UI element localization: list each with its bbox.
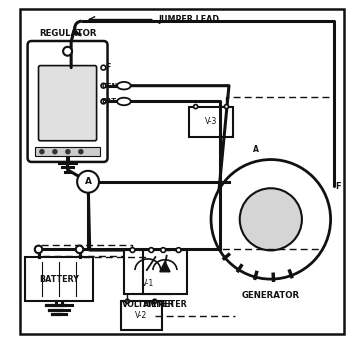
Circle shape [176, 248, 181, 252]
Circle shape [40, 150, 44, 154]
Circle shape [211, 159, 331, 279]
Text: A: A [84, 177, 92, 186]
Bar [143, 250, 187, 295]
Text: F: F [336, 182, 341, 191]
Circle shape [53, 150, 57, 154]
Circle shape [125, 299, 129, 303]
Circle shape [224, 105, 229, 109]
Text: AMMETER: AMMETER [143, 299, 187, 309]
Text: V-3: V-3 [205, 117, 217, 127]
FancyBboxPatch shape [39, 66, 96, 141]
Text: A: A [253, 145, 259, 154]
Circle shape [194, 105, 198, 109]
Circle shape [76, 246, 83, 253]
Text: JUMPER LEAD: JUMPER LEAD [158, 15, 219, 24]
Text: GEN: GEN [102, 83, 118, 89]
Circle shape [35, 246, 42, 253]
Ellipse shape [117, 98, 131, 105]
Text: F: F [105, 63, 110, 72]
Bar [120, 301, 162, 330]
Circle shape [63, 47, 72, 56]
Polygon shape [160, 261, 170, 272]
Text: REGULATOR: REGULATOR [39, 28, 96, 38]
Circle shape [161, 248, 166, 252]
Bar [35, 146, 100, 156]
Circle shape [153, 299, 157, 303]
Bar [124, 250, 172, 295]
Circle shape [101, 99, 106, 104]
Circle shape [101, 83, 106, 88]
Circle shape [101, 65, 106, 70]
Bar [189, 107, 233, 137]
Text: BAT: BAT [102, 98, 117, 105]
Text: VOLTMETER: VOLTMETER [122, 299, 174, 309]
Text: GENERATOR: GENERATOR [242, 291, 300, 299]
Bar [25, 257, 93, 301]
Circle shape [130, 248, 135, 252]
Ellipse shape [117, 82, 131, 90]
FancyBboxPatch shape [28, 41, 107, 162]
Circle shape [79, 150, 83, 154]
Text: V-1: V-1 [142, 279, 154, 288]
Circle shape [149, 248, 154, 252]
Text: BATTERY: BATTERY [39, 275, 79, 284]
Circle shape [240, 188, 302, 250]
Circle shape [77, 171, 99, 193]
Circle shape [66, 150, 70, 154]
Text: V-2: V-2 [135, 311, 147, 320]
